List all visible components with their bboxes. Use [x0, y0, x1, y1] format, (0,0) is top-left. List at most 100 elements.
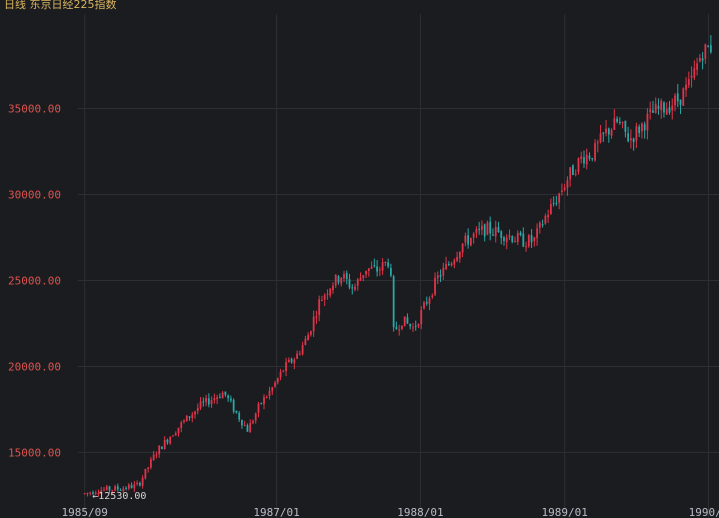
- candle: [166, 438, 169, 445]
- y-tick-label: 25000.00: [8, 274, 61, 287]
- y-tick-label: 15000.00: [8, 446, 61, 459]
- candle: [709, 35, 712, 54]
- candle: [83, 492, 86, 495]
- candle: [652, 100, 654, 113]
- y-tick-label: 35000.00: [8, 103, 61, 116]
- candle: [127, 483, 130, 491]
- candle: [373, 258, 376, 268]
- candle: [378, 266, 381, 276]
- candle: [505, 234, 508, 250]
- candle: [177, 427, 180, 437]
- candle: [533, 236, 536, 247]
- candle: [136, 480, 139, 486]
- candle: [207, 393, 210, 408]
- candle: [194, 410, 196, 419]
- candle: [334, 274, 337, 288]
- candle: [698, 54, 701, 63]
- candle: [685, 77, 687, 97]
- candle: [425, 296, 428, 306]
- candle: [401, 325, 403, 331]
- candle: [572, 164, 574, 176]
- candle: [646, 108, 649, 140]
- candle: [332, 282, 334, 294]
- candle: [287, 357, 290, 363]
- candle: [707, 44, 710, 48]
- candle: [370, 261, 373, 270]
- candle: [359, 272, 362, 282]
- candle: [483, 223, 486, 242]
- candle: [293, 357, 296, 370]
- candle: [613, 109, 616, 131]
- candle: [458, 251, 461, 263]
- candle: [456, 251, 458, 263]
- candle: [161, 446, 163, 450]
- candle: [185, 415, 188, 422]
- candle: [635, 122, 638, 148]
- candle: [489, 216, 492, 241]
- candle: [249, 419, 252, 433]
- candle: [155, 451, 158, 459]
- candle: [563, 183, 566, 192]
- candle: [693, 60, 696, 80]
- candle: [538, 221, 541, 234]
- candle: [309, 330, 312, 337]
- candle: [687, 71, 690, 88]
- candle: [86, 492, 89, 497]
- candle: [340, 277, 343, 287]
- candle: [210, 396, 213, 409]
- candle: [671, 98, 674, 120]
- candle: [351, 284, 354, 295]
- candle: [387, 258, 390, 269]
- candle: [296, 350, 299, 360]
- candle: [180, 420, 183, 433]
- candle: [439, 269, 442, 283]
- candle: [519, 230, 522, 237]
- candle: [315, 310, 318, 325]
- candle: [188, 416, 191, 421]
- candle: [525, 241, 527, 252]
- candle: [89, 491, 92, 496]
- candle: [676, 83, 679, 107]
- candle: [527, 233, 530, 248]
- candle: [279, 368, 282, 381]
- candle: [649, 101, 652, 120]
- candle: [607, 127, 610, 143]
- candle: [246, 423, 249, 432]
- candle: [92, 490, 94, 495]
- candle: [216, 394, 219, 405]
- candle: [97, 489, 100, 497]
- candle: [274, 380, 276, 389]
- candle: [580, 151, 583, 164]
- candle: [442, 262, 445, 280]
- candle: [574, 169, 577, 177]
- candle: [183, 419, 185, 424]
- candle: [536, 223, 538, 246]
- candle: [345, 270, 348, 285]
- candle: [337, 275, 340, 285]
- candle: [141, 475, 144, 489]
- candle: [616, 116, 618, 124]
- candle: [232, 398, 235, 414]
- annotation-layer: ←12530.00: [92, 491, 146, 502]
- candle: [238, 410, 241, 422]
- candle: [406, 313, 409, 325]
- candle: [561, 183, 563, 196]
- candle: [632, 137, 635, 151]
- candle: [552, 196, 555, 207]
- candle: [224, 391, 227, 397]
- candle: [241, 419, 243, 429]
- candle: [196, 403, 199, 415]
- y-tick-label: 20000.00: [8, 360, 61, 373]
- candle: [596, 139, 599, 153]
- candle: [417, 323, 420, 329]
- candle: [682, 87, 685, 107]
- candle: [199, 397, 202, 411]
- candle: [365, 270, 367, 279]
- candle: [497, 221, 500, 233]
- candle: [304, 335, 307, 346]
- candle: [122, 486, 125, 494]
- candle: [624, 120, 627, 138]
- candle: [472, 232, 475, 244]
- candle: [701, 52, 704, 70]
